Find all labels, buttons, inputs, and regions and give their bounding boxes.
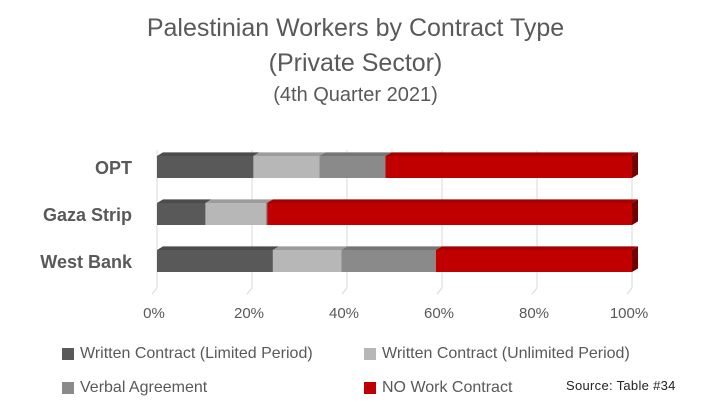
bar-top xyxy=(253,152,326,156)
chart-title: Palestinian Workers by Contract Type xyxy=(146,14,565,42)
legend-item-limited: Written Contract (Limited Period) xyxy=(62,345,313,363)
legend-item-verbal: Verbal Agreement xyxy=(62,379,207,397)
category-label: OPT xyxy=(95,158,132,178)
bar-top xyxy=(319,152,392,156)
x-tick-label: 100% xyxy=(610,305,648,322)
bar-top xyxy=(205,199,272,203)
gridline-depth xyxy=(626,287,633,295)
bar-top xyxy=(265,199,274,203)
gridline-depth xyxy=(246,287,253,295)
bar-segment xyxy=(157,156,254,178)
legend-swatch-no-contract xyxy=(364,382,376,394)
bar-end xyxy=(632,152,638,178)
x-tick-label: 40% xyxy=(329,305,359,322)
legend-swatch-limited xyxy=(62,348,74,360)
bar-top xyxy=(385,152,638,156)
x-tick-label: 60% xyxy=(424,305,454,322)
legend-swatch-verbal xyxy=(62,382,74,394)
bar-segment xyxy=(157,203,206,225)
bar-segment xyxy=(272,250,342,272)
bar-top xyxy=(341,246,442,250)
bar-top xyxy=(435,246,638,250)
legend-item-unlimited: Written Contract (Unlimited Period) xyxy=(364,345,630,363)
legend-swatch-unlimited xyxy=(364,348,376,360)
legend-item-no-contract: NO Work Contract xyxy=(364,379,512,397)
bar-top xyxy=(157,199,212,203)
bar-end xyxy=(632,199,638,225)
bar-top xyxy=(157,246,279,250)
x-tick-label: 0% xyxy=(143,305,165,322)
bar-top xyxy=(272,246,348,250)
bar-segment xyxy=(435,250,632,272)
bar-segment xyxy=(157,250,273,272)
bar-top xyxy=(267,199,638,203)
bar-segment xyxy=(265,203,268,225)
x-tick-label: 80% xyxy=(519,305,549,322)
bar-segment xyxy=(253,156,320,178)
bar-segment xyxy=(205,203,266,225)
gridline-depth xyxy=(436,287,443,295)
source-note: Source: Table #34 xyxy=(566,378,676,393)
gridline-depth xyxy=(341,287,348,295)
chart-subtitle-1: (Private Sector) xyxy=(268,49,443,77)
bar-top xyxy=(157,152,260,156)
gridline-depth xyxy=(531,287,538,295)
bar-segment xyxy=(385,156,632,178)
legend-label-verbal: Verbal Agreement xyxy=(80,379,208,396)
legend-label-unlimited: Written Contract (Unlimited Period) xyxy=(382,345,630,362)
legend-label-limited: Written Contract (Limited Period) xyxy=(80,345,313,362)
bar-segment xyxy=(267,203,632,225)
bar-end xyxy=(632,246,638,272)
legend-label-no-contract: NO Work Contract xyxy=(382,379,513,396)
bar-segment xyxy=(341,250,436,272)
gridline-depth xyxy=(151,287,158,295)
category-label: Gaza Strip xyxy=(43,205,132,225)
chart-subtitle-2: (4th Quarter 2021) xyxy=(273,84,438,106)
bar-segment xyxy=(319,156,386,178)
x-tick-label: 20% xyxy=(234,305,264,322)
category-label: West Bank xyxy=(40,252,133,272)
